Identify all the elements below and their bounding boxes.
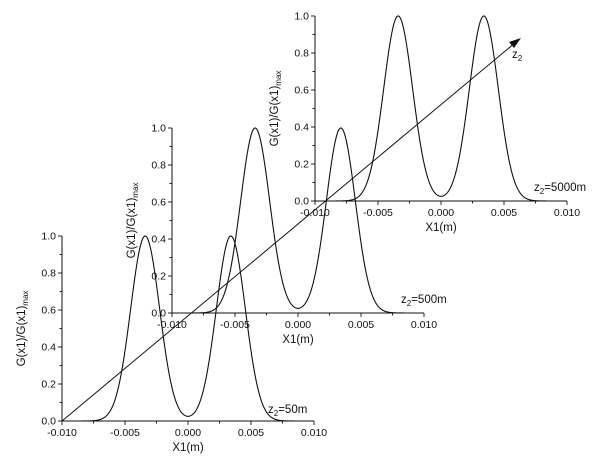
x-tick-label: 0.000 bbox=[285, 319, 311, 331]
y-tick-label: 0.8 bbox=[151, 160, 166, 172]
y-tick-label: 0.0 bbox=[294, 196, 309, 208]
x-tick-label: 0.000 bbox=[428, 207, 454, 219]
y-tick-label: 0.6 bbox=[294, 85, 309, 97]
z2-axis-line bbox=[61, 41, 517, 422]
y-tick-label: 1.0 bbox=[151, 123, 166, 135]
x-tick-label: 0.005 bbox=[348, 319, 374, 331]
y-tick-label: 1.0 bbox=[294, 11, 309, 23]
y-tick-label: 0.4 bbox=[151, 234, 166, 246]
y-tick-label: 0.2 bbox=[294, 159, 309, 171]
y-tick-label: 0.2 bbox=[41, 379, 56, 391]
x-tick-label: -0.010 bbox=[47, 427, 77, 439]
x-tick-label: -0.005 bbox=[220, 319, 250, 331]
x-tick-label: -0.005 bbox=[363, 207, 393, 219]
y-tick-label: 0.4 bbox=[41, 342, 56, 354]
y-tick-label: 0.8 bbox=[41, 268, 56, 280]
z2-depth-axis: z2 bbox=[61, 38, 523, 422]
y-axis-title: G(x1)/G(x1)max bbox=[269, 71, 283, 147]
x-tick-label: 0.005 bbox=[238, 427, 264, 439]
y-tick-label: 0.8 bbox=[294, 48, 309, 60]
y-tick-label: 1.0 bbox=[41, 231, 56, 243]
x-axis-title: X1(m) bbox=[172, 442, 203, 454]
x-axis-title: X1(m) bbox=[282, 334, 313, 346]
x-tick-label: 0.010 bbox=[411, 319, 437, 331]
y-tick-label: 0.2 bbox=[151, 271, 166, 283]
x-tick-label: -0.005 bbox=[110, 427, 140, 439]
z2-arrow-head-icon bbox=[509, 38, 521, 48]
y-axis-title: G(x1)/G(x1)max bbox=[16, 291, 30, 367]
panel-1: -0.010 -0.005 0.000 0.005 0.010 0.0 0.2 0.4 0.6 0… bbox=[16, 231, 327, 455]
gaussian-curve bbox=[172, 127, 424, 314]
panel-3: -0.010 -0.005 0.000 0.005 0.010 0.0 0.2 0.4 0.6 0… bbox=[269, 11, 586, 235]
x-tick-label: 0.010 bbox=[554, 207, 580, 219]
gaussian-curve bbox=[315, 15, 567, 202]
x-tick-label: -0.010 bbox=[300, 207, 330, 219]
x-axis-title: X1(m) bbox=[425, 222, 456, 234]
panel-2: -0.010 -0.005 0.000 0.005 0.010 0.0 0.2 0.4 0.6 0… bbox=[126, 123, 447, 347]
x-tick-label: 0.000 bbox=[175, 427, 201, 439]
x-tick-label: 0.010 bbox=[301, 427, 327, 439]
y-tick-label: 0.6 bbox=[151, 197, 166, 209]
y-tick-label: 0.0 bbox=[41, 416, 56, 428]
distance-annotation: z2=5000m bbox=[534, 182, 586, 196]
chart-panels: -0.010 -0.005 0.000 0.005 0.010 0.0 0.2 0.4 0.6 0… bbox=[16, 11, 586, 455]
z2-axis-label: z2 bbox=[512, 49, 523, 63]
gaussian-curve bbox=[62, 235, 314, 422]
y-tick-label: 0.6 bbox=[41, 305, 56, 317]
y-tick-label: 0.4 bbox=[294, 122, 309, 134]
x-tick-label: -0.010 bbox=[157, 319, 187, 331]
y-axis-title: G(x1)/G(x1)max bbox=[126, 183, 140, 259]
x-tick-label: 0.005 bbox=[491, 207, 517, 219]
y-tick-label: 0.0 bbox=[151, 308, 166, 320]
distance-annotation: z2=50m bbox=[268, 404, 307, 418]
distance-annotation: z2=500m bbox=[401, 294, 447, 308]
